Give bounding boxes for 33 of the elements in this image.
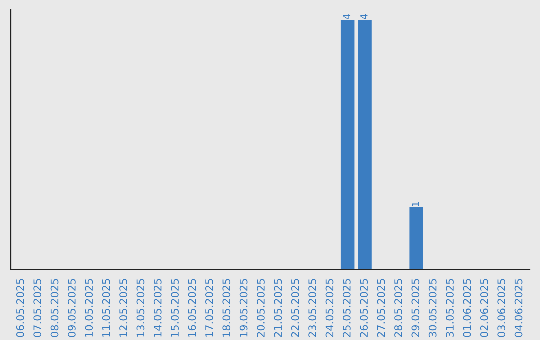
x-tick-label: 20.05.2025 <box>257 279 265 338</box>
x-tick-label: 08.05.2025 <box>50 279 59 338</box>
x-tick-label: 13.05.2025 <box>136 279 145 337</box>
x-tick-label: 26.05.2025 <box>360 279 368 338</box>
data-label: 4 <box>360 14 368 20</box>
data-label: 4 <box>343 14 351 20</box>
x-tick-label: 25.05.2025 <box>342 279 351 338</box>
x-tick-label: 22.05.2025 <box>291 279 300 338</box>
x-tick-label: 24.05.2025 <box>326 279 334 338</box>
x-tick-label: 29.05.2025 <box>412 279 420 338</box>
x-tick-label: 02.06.2025 <box>480 279 488 338</box>
x-tick-label: 30.05.2025 <box>428 279 437 338</box>
x-tick-label: 10.05.2025 <box>85 279 94 337</box>
x-tick-label: 07.05.2025 <box>34 279 42 338</box>
x-tick-label: 06.05.2025 <box>16 279 24 338</box>
x-tick-label: 28.05.2025 <box>394 279 402 338</box>
x-tick-label: 12.05.2025 <box>120 279 128 337</box>
x-tick-label: 27.05.2025 <box>377 279 386 338</box>
x-tick-label: 04.06.2025 <box>514 279 523 338</box>
x-tick-label: 18.05.2025 <box>222 279 231 337</box>
data-label: 1 <box>412 202 420 206</box>
x-tick-label: 09.05.2025 <box>68 279 76 338</box>
x-tick-label: 11.05.2025 <box>102 279 110 337</box>
x-tick-label: 19.05.2025 <box>240 279 248 337</box>
x-tick-label: 23.05.2025 <box>308 279 316 338</box>
x-tick-label: 16.05.2025 <box>188 279 196 337</box>
x-tick-label: 01.06.2025 <box>463 279 472 338</box>
x-tick-label: 15.05.2025 <box>171 279 180 337</box>
x-tick-label: 03.06.2025 <box>498 279 506 338</box>
x-tick-label: 17.05.2025 <box>205 279 214 337</box>
x-tick-label: 21.05.2025 <box>274 279 282 338</box>
x-tick-label: 14.05.2025 <box>154 279 162 337</box>
x-tick-label: 31.05.2025 <box>446 279 454 338</box>
